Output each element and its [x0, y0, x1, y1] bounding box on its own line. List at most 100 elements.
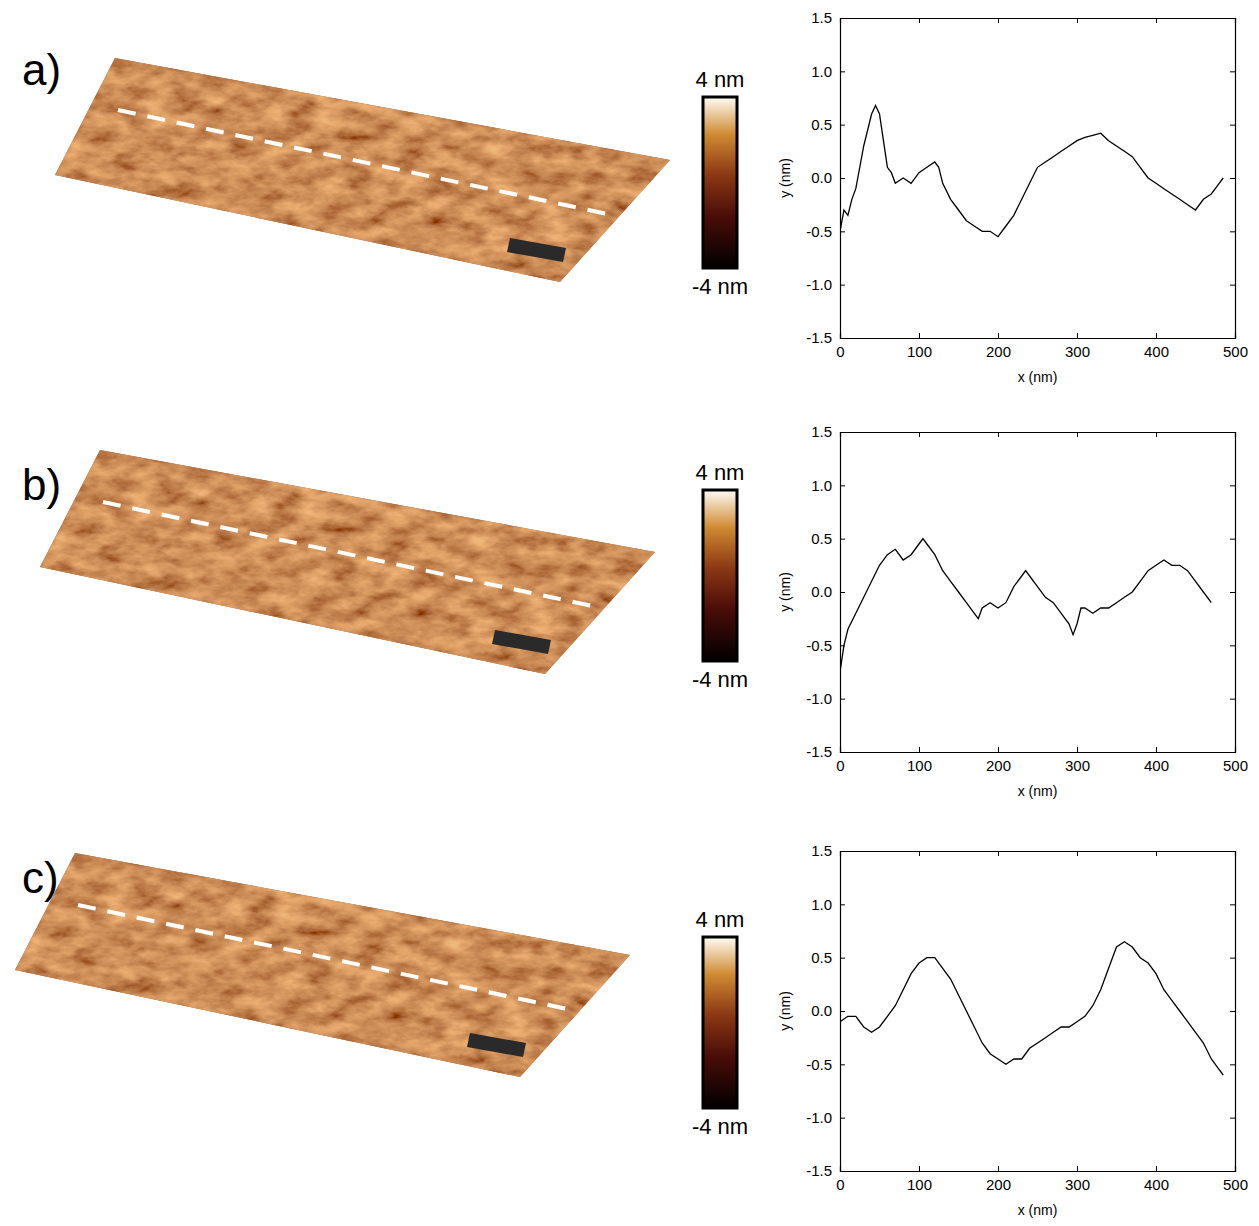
tick-mark: [840, 592, 845, 593]
tick-mark: [1077, 333, 1078, 338]
tick-label: 300: [1065, 1176, 1090, 1193]
tick-mark: [1156, 851, 1157, 856]
tick-mark: [840, 178, 845, 179]
tick-mark: [919, 432, 920, 437]
tick-mark: [1230, 18, 1235, 19]
tick-label: 400: [1144, 757, 1169, 774]
tick: [1077, 432, 1078, 437]
tick-mark: [840, 699, 845, 700]
tick-label: 400: [1144, 1176, 1169, 1193]
tick: 100: [907, 333, 932, 360]
tick-mark: [840, 645, 845, 646]
tick: -1.5: [806, 743, 845, 760]
tick: [1230, 1011, 1235, 1012]
tick: [998, 18, 999, 23]
afm-surface: [40, 450, 655, 674]
tick: -1.0: [806, 276, 845, 293]
tick: [1230, 1064, 1235, 1065]
afm-surface: [15, 853, 630, 1077]
tick: [1230, 645, 1235, 646]
tick-label: 1.5: [811, 9, 832, 26]
tick-mark: [1230, 699, 1235, 700]
tick-mark: [1230, 592, 1235, 593]
tick-label: 0: [836, 1176, 844, 1193]
tick-mark: [1077, 851, 1078, 856]
tick: 200: [986, 1166, 1011, 1193]
tick-mark: [840, 851, 845, 852]
tick-label: -0.5: [806, 1056, 832, 1073]
tick-mark: [1230, 485, 1235, 486]
tick-mark: [840, 752, 845, 753]
tick: 0.0: [811, 583, 845, 600]
tick-label: 300: [1065, 757, 1090, 774]
tick: 300: [1065, 747, 1090, 774]
tick-label: 0.0: [811, 169, 832, 186]
tick-label: 500: [1223, 1176, 1248, 1193]
tick-label: -0.5: [806, 637, 832, 654]
tick-mark: [840, 1064, 845, 1065]
tick-mark: [998, 333, 999, 338]
tick: 1.0: [811, 477, 845, 494]
plot-area: [840, 942, 1223, 1075]
tick: [1230, 539, 1235, 540]
tick-mark: [1156, 432, 1157, 437]
tick: [1077, 851, 1078, 856]
tick: 400: [1144, 1166, 1169, 1193]
tick-mark: [1156, 333, 1157, 338]
colorbar: [703, 490, 737, 661]
axis-line: [841, 19, 846, 339]
tick-mark: [840, 1118, 845, 1119]
tick: [1156, 851, 1157, 856]
tick-mark: [840, 1171, 845, 1172]
tick-mark: [1230, 178, 1235, 179]
colorbar-label: 4 nm: [696, 907, 745, 932]
colorbar-label: 4 nm: [696, 67, 745, 92]
axis: [841, 432, 1236, 437]
tick-mark: [1156, 747, 1157, 752]
colorbar: [703, 937, 737, 1108]
axis: [1230, 19, 1236, 339]
tick-mark: [1230, 958, 1235, 959]
tick-mark: [1230, 1118, 1235, 1119]
tick-mark: [840, 71, 845, 72]
colorbar-label: -4 nm: [692, 274, 748, 299]
tick-mark: [1230, 1011, 1235, 1012]
profile: [840, 105, 1223, 236]
tick-mark: [840, 958, 845, 959]
tick-mark: [1230, 338, 1235, 339]
tick-label: 1.0: [811, 477, 832, 494]
axis: [1230, 433, 1236, 753]
tick-label: -1.5: [806, 329, 832, 346]
tick-label: 1.5: [811, 842, 832, 859]
tick-mark: [1077, 18, 1078, 23]
tick-mark: [1230, 904, 1235, 905]
tick: 400: [1144, 747, 1169, 774]
axis: 0100200300400500: [836, 1166, 1248, 1193]
tick-mark: [840, 432, 845, 433]
tick-mark: [998, 1166, 999, 1171]
tick-label: 0.5: [811, 116, 832, 133]
tick-label: 0.5: [811, 949, 832, 966]
tick: 100: [907, 747, 932, 774]
afm-surface: [55, 58, 670, 282]
tick-mark: [1230, 1171, 1235, 1172]
tick-mark: [1077, 432, 1078, 437]
tick-mark: [919, 18, 920, 23]
tick: [1230, 338, 1235, 339]
tick: 300: [1065, 1166, 1090, 1193]
tick: [998, 432, 999, 437]
axis-line: [841, 433, 846, 753]
axis-line: [841, 1166, 1236, 1172]
tick-mark: [1230, 125, 1235, 126]
tick-mark: [919, 851, 920, 856]
tick: [1156, 18, 1157, 23]
tick: [1230, 18, 1235, 19]
x-axis-title: x (nm): [1018, 369, 1058, 385]
axis: -1.5-1.0-0.50.00.51.01.5: [806, 423, 845, 760]
tick: -0.5: [806, 637, 845, 654]
plot-area: [840, 539, 1211, 672]
tick: [919, 432, 920, 437]
tick-mark: [840, 125, 845, 126]
tick-mark: [1230, 432, 1235, 433]
tick: [1230, 178, 1235, 179]
